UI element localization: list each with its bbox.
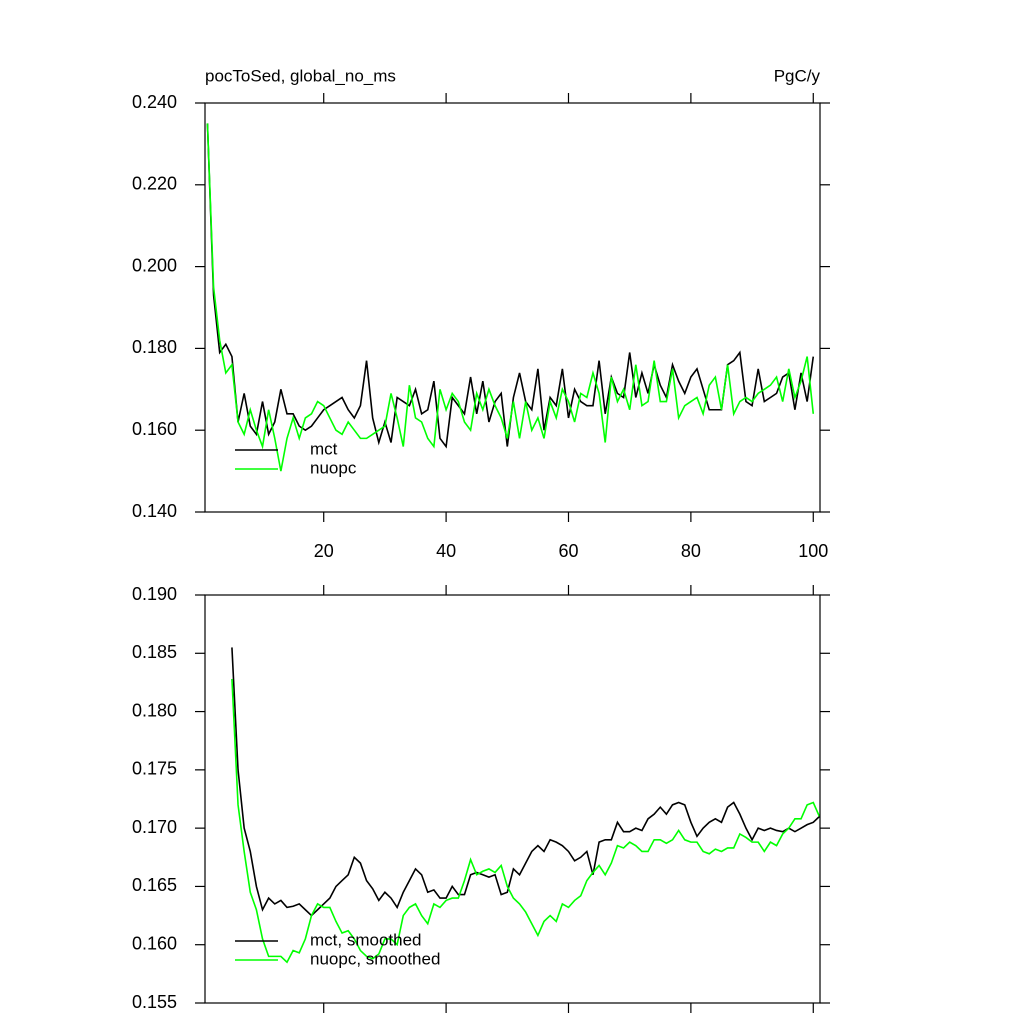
- y-tick-label: 0.165: [132, 875, 177, 895]
- legend-label: nuopc: [310, 458, 357, 477]
- y-tick-label: 0.180: [132, 700, 177, 720]
- x-tick-label: 60: [558, 541, 578, 561]
- legend-label: mct: [310, 439, 338, 458]
- legend-label: mct, smoothed: [310, 930, 422, 949]
- y-tick-label: 0.175: [132, 759, 177, 779]
- y-tick-label: 0.180: [132, 337, 177, 357]
- series-line: [231, 678, 821, 964]
- y-tick-label: 0.160: [132, 419, 177, 439]
- y-tick-label: 0.160: [132, 933, 177, 953]
- y-tick-label: 0.240: [132, 92, 177, 112]
- y-tick-label: 0.170: [132, 817, 177, 837]
- series-line: [206, 123, 815, 472]
- y-tick-label: 0.220: [132, 174, 177, 194]
- x-tick-label: 40: [436, 541, 456, 561]
- plot-frame: [204, 102, 821, 513]
- y-tick-label: 0.185: [132, 642, 177, 662]
- chart-title: pocToSed, global_no_ms: [205, 66, 396, 85]
- x-tick-label: 100: [798, 541, 828, 561]
- y-tick-label: 0.190: [132, 584, 177, 604]
- units-label: PgC/y: [774, 66, 821, 85]
- y-tick-label: 0.140: [132, 501, 177, 521]
- plot-frame: [204, 594, 821, 1004]
- legend-label: nuopc, smoothed: [310, 949, 440, 968]
- y-tick-label: 0.200: [132, 255, 177, 275]
- x-tick-label: 20: [314, 541, 334, 561]
- x-tick-label: 80: [681, 541, 701, 561]
- series-line: [231, 647, 820, 917]
- y-tick-label: 0.155: [132, 992, 177, 1012]
